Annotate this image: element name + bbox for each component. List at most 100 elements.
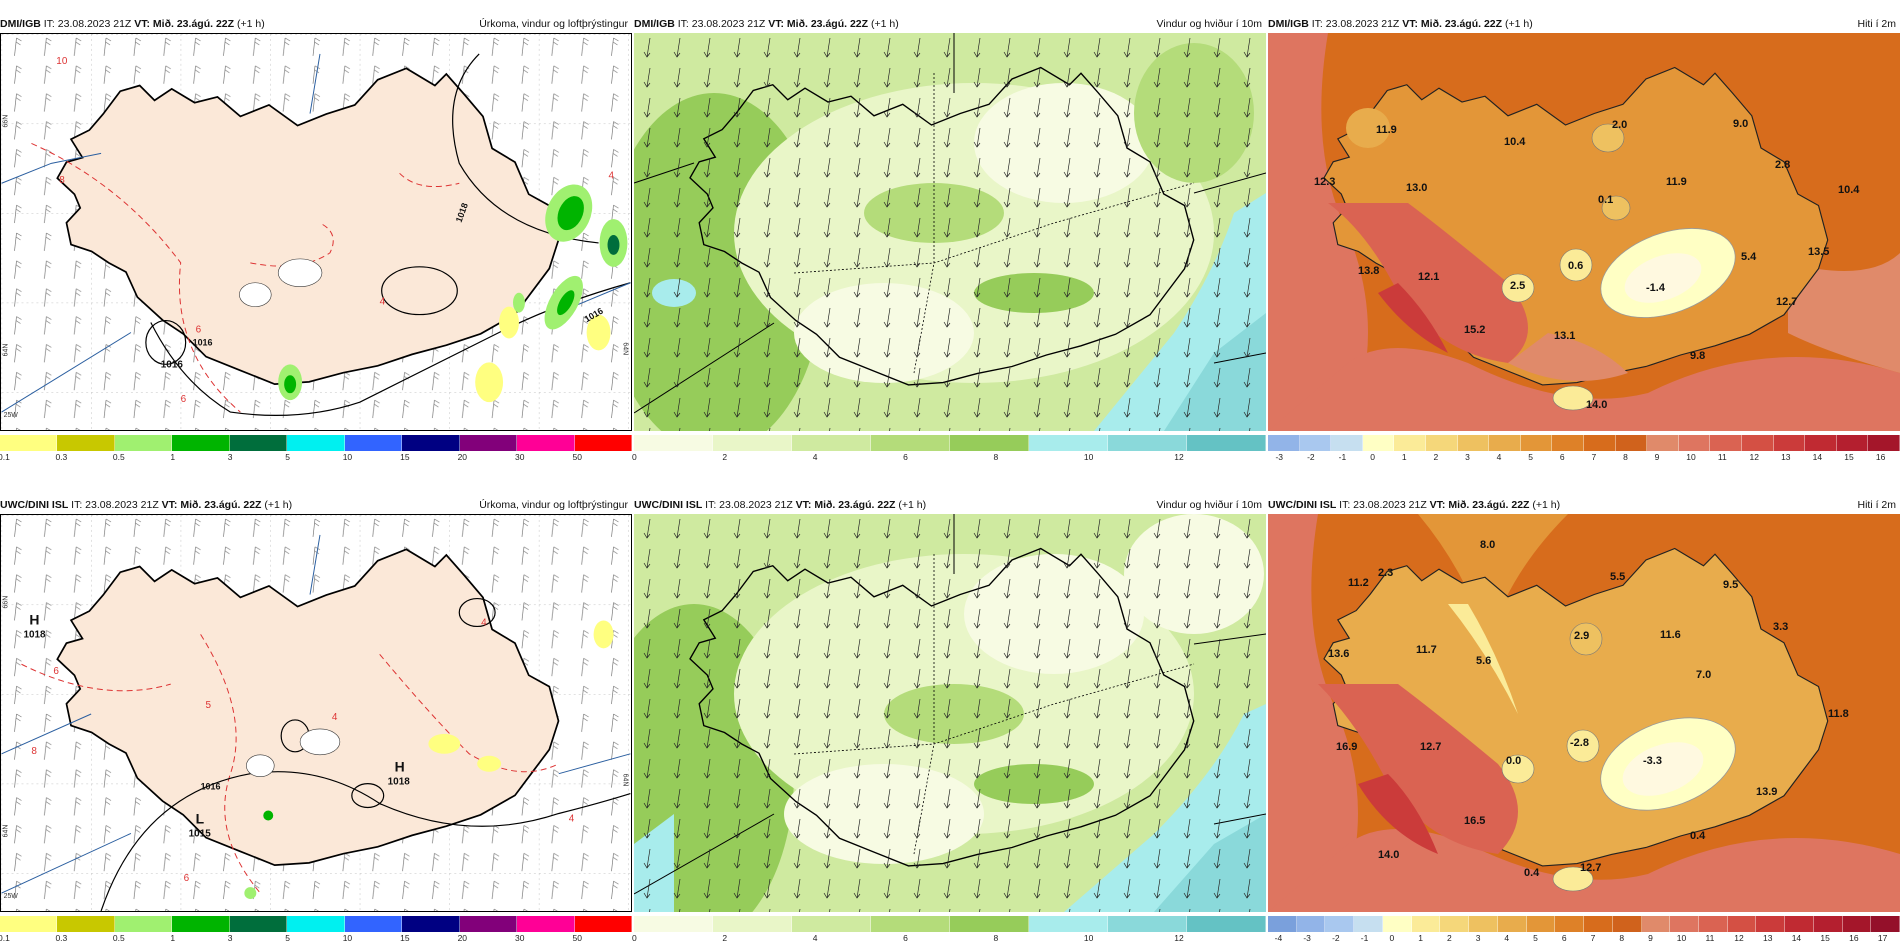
legend-swatch — [1615, 435, 1648, 451]
legend-swatch — [1612, 916, 1642, 932]
legend-swatch — [1727, 916, 1757, 932]
legend-tick: 0.5 — [112, 933, 125, 943]
legend-swatch — [1029, 435, 1108, 451]
precip-contour-label: 8 — [59, 175, 65, 186]
legend-swatch — [1382, 916, 1412, 932]
init-time: IT: 23.08.2023 21Z — [1311, 18, 1400, 30]
legend-tick: -3 — [1303, 933, 1311, 943]
init-time: IT: 23.08.2023 21Z — [71, 499, 159, 511]
precip-contour-label: 6 — [184, 873, 190, 884]
model-source: UWC/DINI ISL — [634, 499, 703, 511]
temperature-label: 0.0 — [1506, 755, 1521, 767]
latitude-label: 64N — [3, 825, 10, 838]
latitude-label: 66N — [3, 596, 10, 609]
legend-swatch — [1710, 435, 1742, 451]
precip-contour-label: 5 — [206, 700, 212, 711]
legend-swatch — [57, 435, 115, 451]
legend-tick: 15 — [1844, 452, 1854, 462]
precip-contour-label: 10 — [56, 56, 68, 67]
wind-legend: 0 2 4 6 8 10 12 — [632, 435, 1266, 463]
temperature-label: 12.7 — [1420, 741, 1441, 753]
legend-tick: 10 — [1083, 452, 1094, 462]
legend-tick: -4 — [1274, 933, 1283, 943]
precip-map: H 1018 H 1018 L 1015 1016 6 8 5 4 4 6 4 … — [0, 514, 632, 912]
legend-tick: -2 — [1332, 933, 1340, 943]
panel-header: UWC/DINI ISL IT: 23.08.2023 21Z VT: Mið.… — [634, 497, 1266, 513]
legend-swatch — [1489, 435, 1521, 451]
pressure-center-letter: L — [196, 810, 205, 826]
legend-swatches — [1268, 435, 1900, 451]
legend-tick: 2 — [722, 933, 728, 943]
model-source: DMI/IGB — [634, 18, 675, 30]
temperature-label: 0.4 — [1524, 867, 1540, 879]
temperature-label: 11.9 — [1376, 124, 1397, 136]
legend-tick: -3 — [1275, 452, 1284, 462]
panel-header: DMI/IGB IT: 23.08.2023 21Z VT: Mið. 23.á… — [0, 16, 632, 32]
temperature-label: 0.4 — [1690, 830, 1706, 842]
legend-tick: 9 — [1654, 452, 1660, 462]
panel-uwc-wind: UWC/DINI ISL IT: 23.08.2023 21Z VT: Mið.… — [632, 497, 1266, 949]
panel-uwc-temp: UWC/DINI ISL IT: 23.08.2023 21Z VT: Mið.… — [1268, 497, 1900, 949]
legend-tick: 50 — [572, 933, 582, 943]
panel-dmi-wind: DMI/IGB IT: 23.08.2023 21Z VT: Mið. 23.á… — [632, 16, 1266, 468]
legend-tick: 15 — [1820, 933, 1830, 943]
legend-swatch — [517, 435, 575, 451]
legend-tick: -2 — [1307, 452, 1315, 462]
legend-swatch — [517, 916, 575, 932]
precip-contour-label: 6 — [181, 394, 187, 405]
legend-swatch — [1805, 435, 1837, 451]
model-source: DMI/IGB — [1268, 18, 1309, 30]
precip-contour-label: 6 — [53, 666, 59, 677]
legend-swatch — [1647, 435, 1679, 451]
legend-ticks: 0 2 4 6 8 10 12 — [632, 933, 1266, 944]
temperature-label: -1.4 — [1646, 282, 1666, 294]
lead-time: (+1 h) — [236, 18, 265, 30]
temperature-label: 14.0 — [1586, 399, 1607, 411]
legend-tick: 10 — [342, 452, 353, 462]
legend-tick: 15 — [400, 933, 410, 943]
legend-swatch — [1520, 435, 1553, 451]
legend-swatch — [0, 916, 58, 932]
precip-legend: 0.1 0.3 0.5 1 3 5 10 15 20 30 50 — [0, 435, 632, 463]
legend-tick: 10 — [1083, 933, 1094, 943]
precip-contour-label: 4 — [609, 170, 615, 181]
temperature-label: 0.1 — [1598, 194, 1613, 206]
lead-time: (+1 h) — [898, 499, 927, 511]
temperature-label: 7.0 — [1696, 669, 1711, 681]
legend-tick: 3 — [227, 933, 233, 943]
legend-tick: 0.1 — [0, 452, 10, 462]
temperature-label: 3.3 — [1773, 621, 1788, 633]
legend-swatch — [172, 435, 230, 451]
valid-time: VT: Mið. 23.ágú. 22Z — [1429, 499, 1530, 511]
isobar-label: 1016 — [193, 337, 213, 347]
panel-header: DMI/IGB IT: 23.08.2023 21Z VT: Mið. 23.á… — [634, 16, 1266, 32]
legend-swatch — [1773, 435, 1806, 451]
temperature-label: 12.1 — [1418, 271, 1439, 283]
legend-swatch — [1741, 435, 1774, 451]
longitude-label: 25W — [4, 893, 19, 900]
pressure-center-letter: H — [395, 759, 405, 775]
lead-time: (+1 h) — [1504, 18, 1533, 30]
precip-contour-label: 4 — [569, 813, 575, 824]
panel-dmi-temp: DMI/IGB IT: 23.08.2023 21Z VT: Mið. 23.á… — [1268, 16, 1900, 468]
legend-swatch — [1457, 435, 1490, 451]
panel-title: Hiti í 2m — [1857, 499, 1896, 511]
temperature-label: 9.0 — [1733, 118, 1748, 130]
legend-ticks: -4 -3 -2 -1 0 1 2 3 4 5 6 7 8 9 10 11 12 13 14 15 16 17 — [1268, 933, 1900, 944]
temperature-label: 14.0 — [1378, 849, 1399, 861]
legend-swatch — [1362, 435, 1395, 451]
legend-swatch — [1584, 916, 1613, 932]
legend-swatch — [1785, 916, 1814, 932]
lead-time: (+1 h) — [1532, 499, 1561, 511]
legend-swatch — [1354, 916, 1383, 932]
legend-swatch — [1871, 916, 1900, 932]
legend-swatch — [229, 916, 288, 932]
legend-tick: 6 — [903, 933, 908, 943]
precip-contour-label: 8 — [31, 746, 37, 757]
legend-swatch — [713, 435, 792, 451]
legend-swatch — [344, 435, 403, 451]
legend-swatch — [172, 916, 230, 932]
legend-tick: 7 — [1590, 933, 1596, 943]
temperature-label: 12.7 — [1776, 296, 1797, 308]
legend-swatches — [0, 916, 632, 932]
